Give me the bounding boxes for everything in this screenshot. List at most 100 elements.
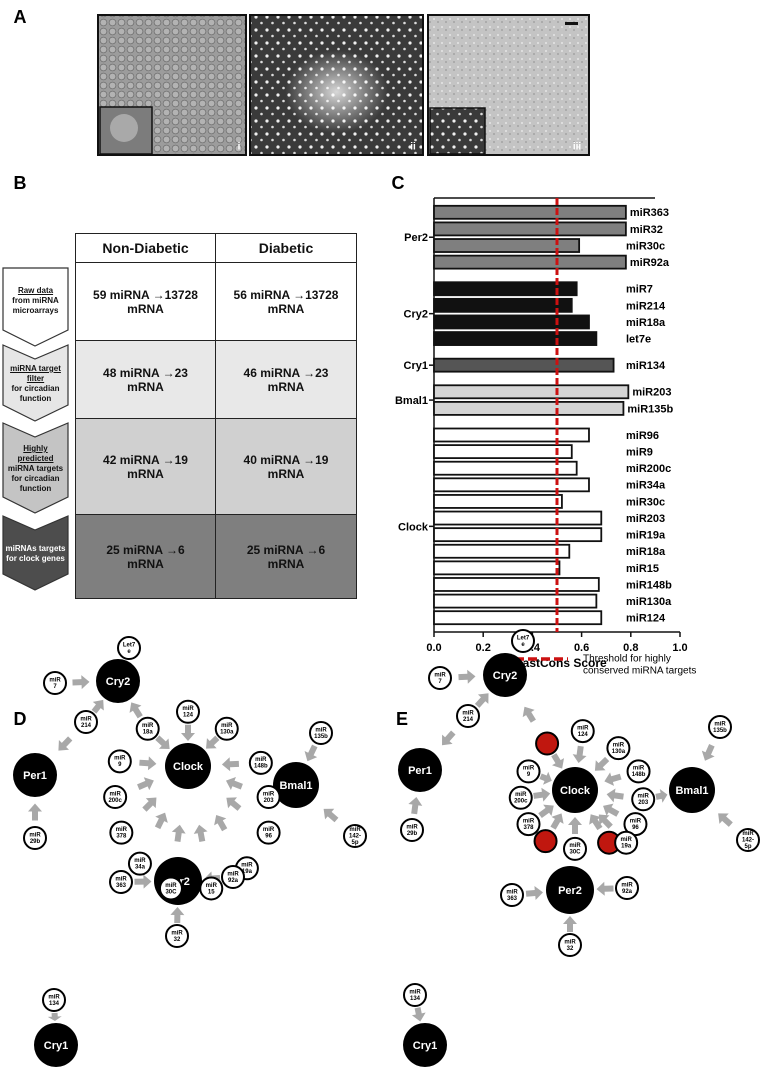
mirna-node <box>256 820 281 845</box>
x-tick-label: 1.0 <box>672 642 687 654</box>
column-header: Diabetic <box>215 233 357 263</box>
arrow <box>171 824 186 843</box>
step-chevron <box>2 422 69 514</box>
mirna-label: miR <box>714 721 726 727</box>
arrow <box>458 669 476 684</box>
mirna-node <box>343 824 367 848</box>
mirna-label: miR <box>506 889 518 895</box>
bar-label: miR19a <box>626 530 666 542</box>
gene-label: Clock <box>560 785 591 797</box>
mirna-node <box>107 749 132 774</box>
bar <box>433 254 627 270</box>
arrow <box>411 1007 426 1022</box>
bar-label: miR214 <box>626 300 666 312</box>
arrow <box>572 745 587 764</box>
mirna-label: 203 <box>264 798 275 804</box>
mirna-label: 200c <box>514 799 528 805</box>
mirna-label: miR <box>434 672 446 678</box>
bar-label: miR30c <box>626 240 665 252</box>
mirna-label: 32 <box>567 946 574 952</box>
arrow <box>604 772 622 786</box>
mirna-label: 5p <box>351 840 358 846</box>
arrow <box>221 757 240 772</box>
mirna-label: miR <box>116 827 128 833</box>
mirna-label: miR <box>48 994 60 1000</box>
gene-label: Cry2 <box>493 670 517 682</box>
table-cell: 25 miRNA →6 mRNA <box>75 514 216 599</box>
mirna-label: 378 <box>116 833 127 839</box>
group-label: Cry1 <box>404 360 428 372</box>
arrow <box>522 706 536 723</box>
mirna-node <box>708 715 732 739</box>
mirna-label: miR <box>165 883 177 889</box>
mirna-label: miR <box>630 818 642 824</box>
table-cell: 42 miRNA →19 mRNA <box>75 418 216 515</box>
gene-label: Cry2 <box>106 676 130 688</box>
arrow <box>58 736 73 751</box>
bar <box>433 460 578 476</box>
mirna-label: miR <box>221 723 233 729</box>
bar <box>433 510 603 526</box>
bar <box>433 427 590 443</box>
bar <box>433 444 573 460</box>
micrograph-label: ii <box>410 142 416 153</box>
step-label: miRNA target filter for circadian functio… <box>5 359 66 409</box>
mirna-label: 29b <box>30 839 41 845</box>
mirna-node <box>626 759 651 784</box>
arrow <box>701 744 715 761</box>
mirna-node <box>103 785 128 809</box>
mirna-label: 5p <box>744 844 751 850</box>
arrow <box>91 699 104 714</box>
mirna-label: 124 <box>183 713 194 719</box>
mirna-label: 135b <box>314 734 328 740</box>
bar <box>433 577 600 592</box>
mirna-label: 363 <box>507 896 518 902</box>
mirna-label: 9 <box>527 772 531 778</box>
arrow <box>408 797 423 815</box>
mirna-node <box>158 876 183 901</box>
gene-label: Cry1 <box>413 1040 437 1052</box>
mirna-label: miR <box>349 827 361 833</box>
mirna-label: miR <box>523 818 535 824</box>
step-label: Highly predicted miRNA targets for circad… <box>5 437 66 501</box>
gene-label: Per2 <box>558 885 582 897</box>
step-chevron <box>2 267 69 347</box>
x-tick-label: 0.8 <box>623 642 638 654</box>
mirna-label: miR <box>638 794 650 800</box>
mirna-node <box>508 785 533 810</box>
arrow <box>596 881 614 896</box>
step-label: miRNAs targets for clock genes <box>5 530 66 578</box>
arrow <box>539 771 552 785</box>
mirna-label: 18a <box>143 730 154 736</box>
micrograph-cluster <box>251 16 422 154</box>
mirna-node <box>428 666 452 690</box>
mirna-label: 148b <box>254 764 268 770</box>
group-label: Per2 <box>404 232 428 244</box>
arrow <box>655 789 668 803</box>
legend-text: Threshold for highly <box>583 654 671 665</box>
mirna-node <box>43 671 67 695</box>
step-chevron <box>2 344 69 422</box>
arrow <box>154 812 168 830</box>
arrow <box>139 756 157 771</box>
gene-node <box>546 866 594 914</box>
arrow <box>525 886 543 900</box>
arrow <box>170 906 185 924</box>
arrow <box>137 777 154 791</box>
mirna-label: 7 <box>53 684 57 690</box>
gene-node <box>403 1023 447 1067</box>
mirna-label: 363 <box>116 883 127 889</box>
arrow <box>142 797 157 812</box>
mirna-label: 30C <box>569 850 581 856</box>
mirna-label: 96 <box>632 825 639 831</box>
mirna-label: 92a <box>622 889 633 895</box>
gene-node <box>552 767 598 813</box>
mirna-label: miR <box>633 766 645 772</box>
bar <box>433 204 627 220</box>
bar-label: miR124 <box>626 613 666 625</box>
mirna-node <box>516 759 541 784</box>
mirna-label: 134 <box>410 996 421 1002</box>
gene-node <box>165 743 211 789</box>
mirna-label: miR <box>109 791 121 797</box>
